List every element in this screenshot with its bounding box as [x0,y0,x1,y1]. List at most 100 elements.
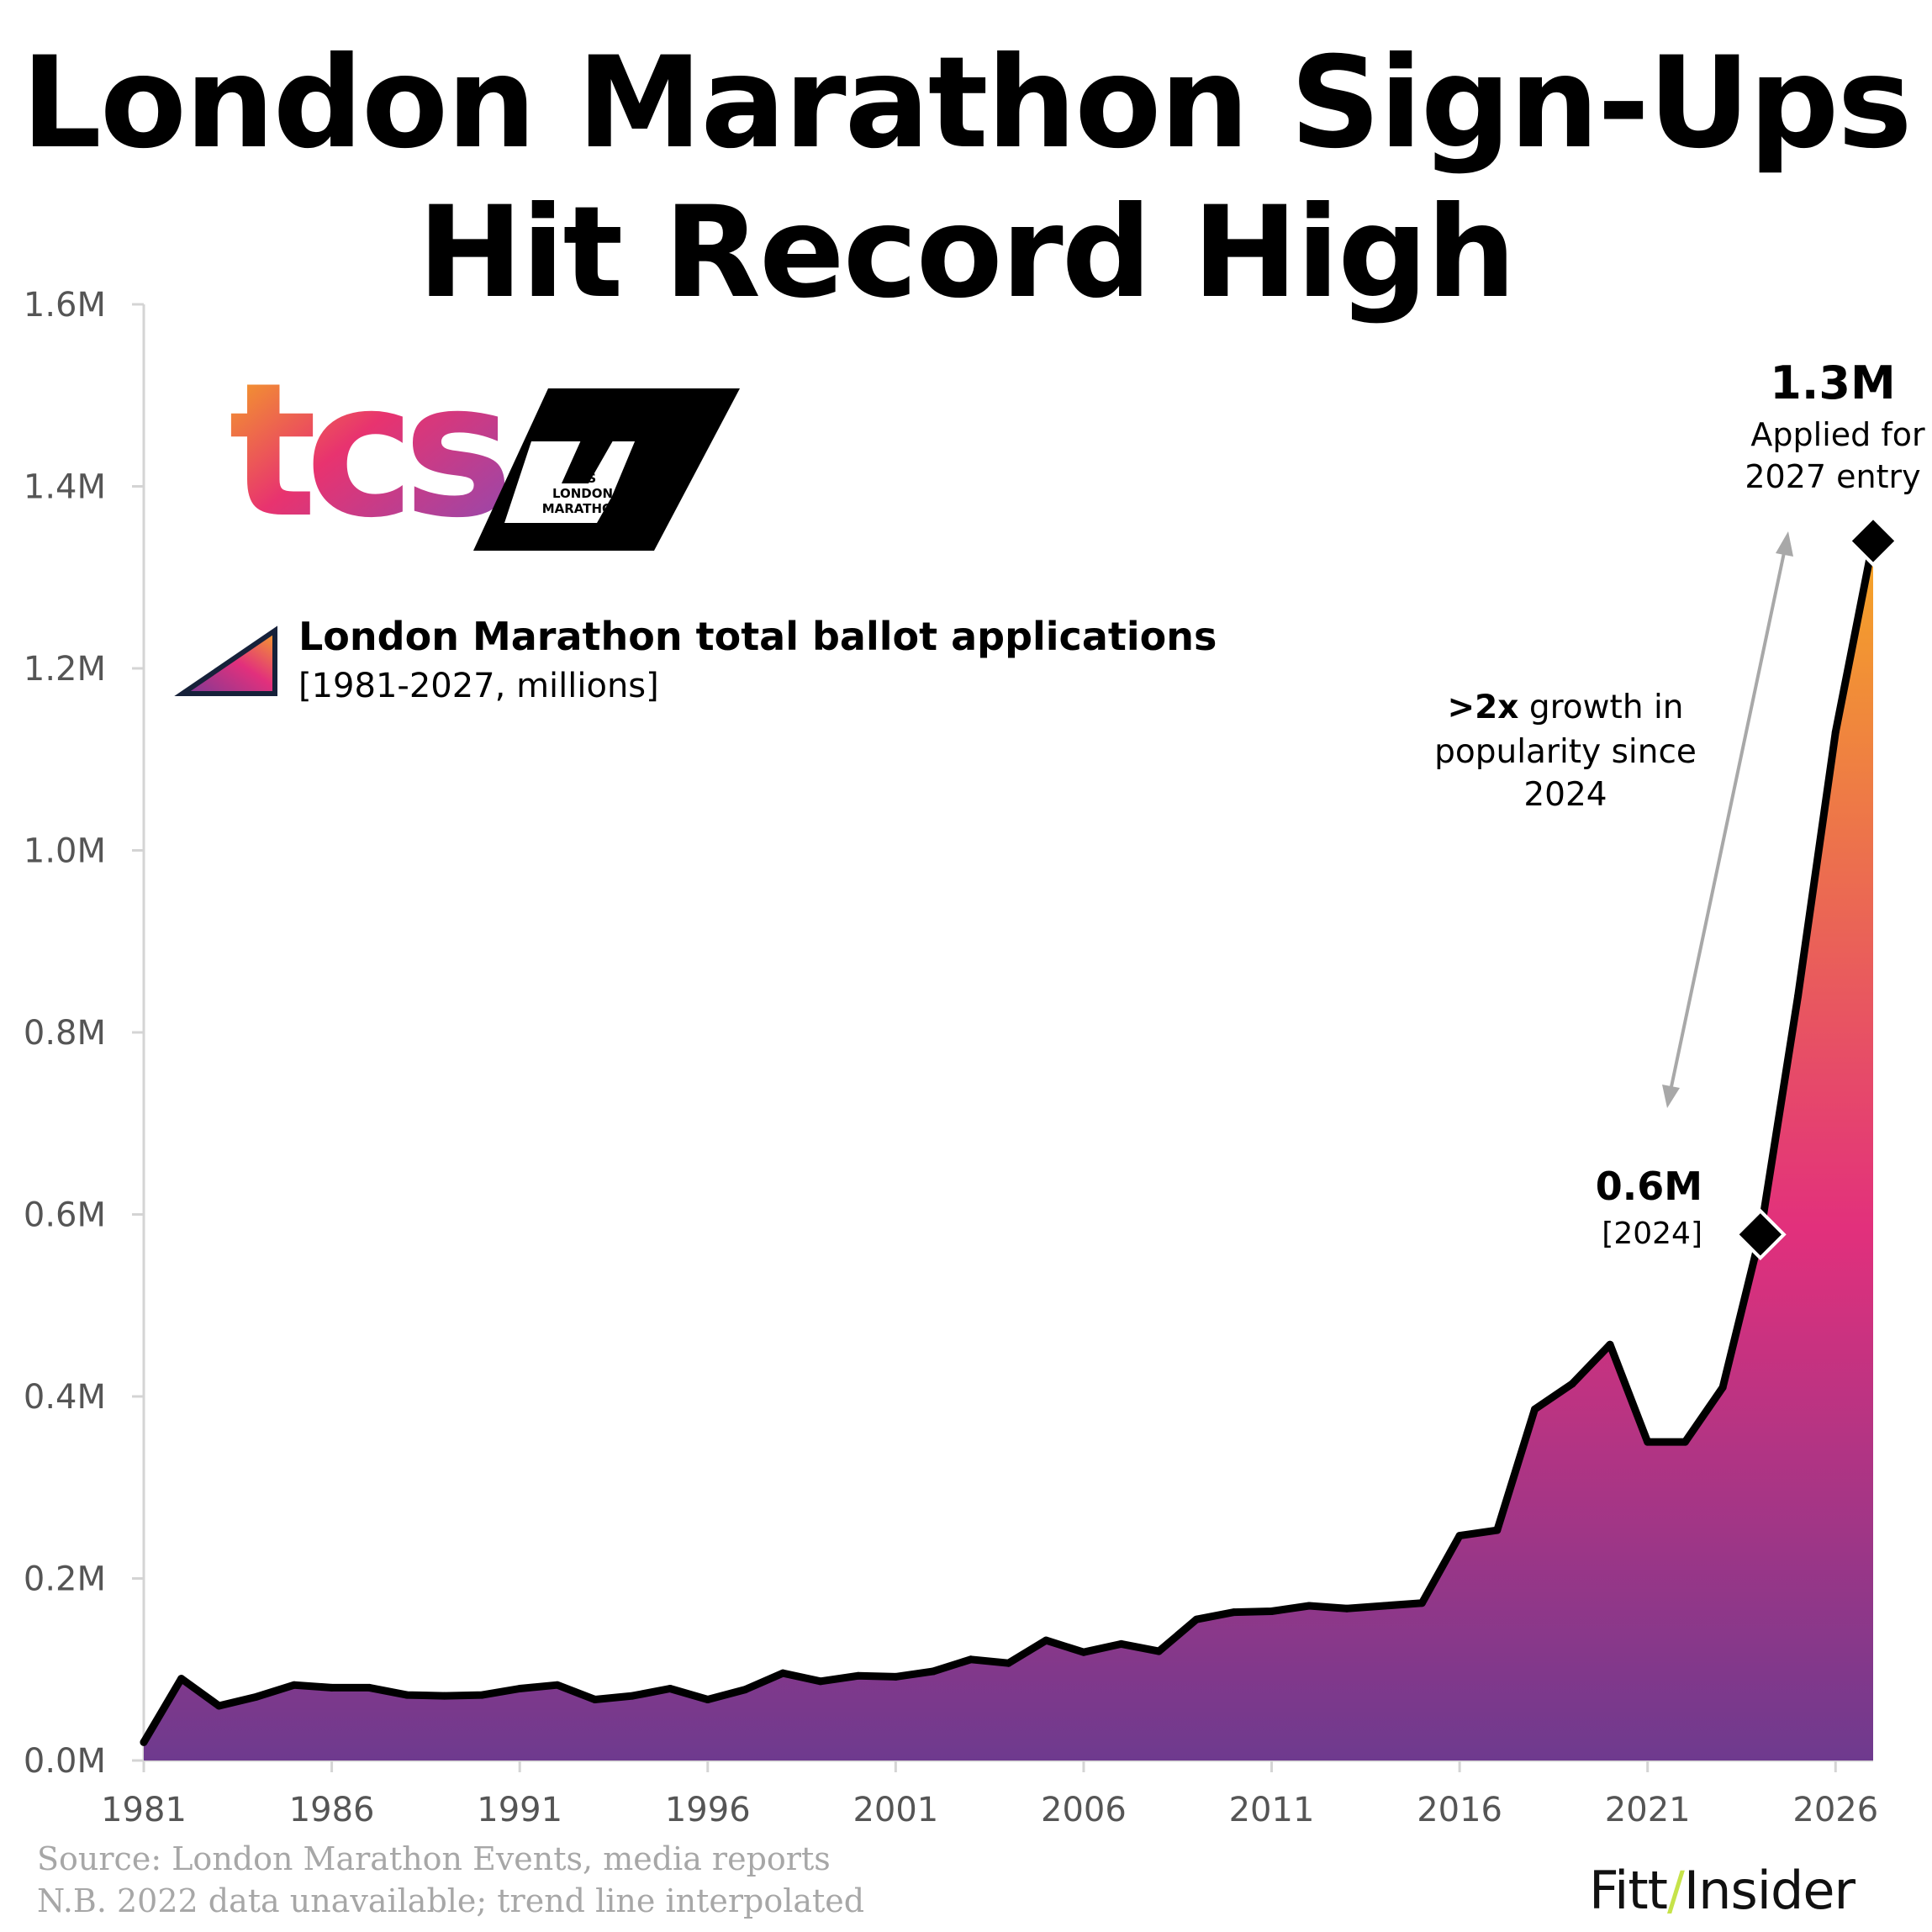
chart-title-line-2: Hit Record High [417,180,1517,326]
data-point-2021 [1644,1438,1652,1446]
growth-caption-line-1: >2x growth in [1447,689,1683,726]
peak-caption-line-1: Applied for [1750,416,1925,453]
data-point-1994 [628,1692,636,1700]
data-point-1991 [515,1685,524,1692]
data-point-1984 [252,1692,261,1701]
chart-title-line-1: London Marathon Sign-Ups [21,30,1912,177]
x-tick-label: 2016 [1417,1791,1502,1829]
tcs-logo-text: tcs [229,343,505,558]
data-point-1987 [365,1683,373,1692]
growth-caption-line-2: popularity since [1434,733,1697,771]
data-point-2005 [1042,1636,1050,1644]
area-fill [144,541,1873,1760]
lm-logo-line-1: TCS [569,471,596,486]
x-tick-label: 2021 [1605,1791,1691,1829]
data-point-1999 [816,1677,825,1686]
brand-left: Fitt [1589,1860,1668,1921]
data-point-2019 [1568,1380,1576,1388]
london-marathon-logo: TCS LONDON MARATHON [473,388,740,551]
data-point-2008 [1154,1647,1163,1655]
data-point-2001 [891,1672,900,1681]
data-point-1981 [140,1738,148,1746]
x-tick-label: 1991 [477,1791,562,1829]
data-point-2004 [1005,1659,1012,1667]
growth-bold-text: >2x [1447,689,1518,726]
data-point-2016 [1455,1532,1464,1540]
x-tick-label: 1981 [101,1791,187,1829]
y-tick-label: 0.0M [24,1742,106,1781]
data-point-1996 [704,1696,712,1703]
legend-swatch-icon [174,626,277,696]
data-point-1985 [290,1681,298,1689]
nb-note: N.B. 2022 data unavailable; trend line i… [37,1882,865,1919]
data-point-1989 [441,1692,449,1700]
legend: London Marathon total ballot application… [174,614,1217,705]
y-tick-label: 0.6M [24,1196,106,1235]
brand-right: Insider [1683,1860,1855,1921]
marker-diamond-2027 [1847,515,1899,567]
data-point-1986 [328,1683,336,1692]
growth-arrow-icon [1662,531,1793,1108]
lm-logo-line-3: MARATHON [542,501,624,516]
data-point-2018 [1531,1405,1539,1413]
data-point-2017 [1493,1526,1502,1534]
x-tick-label: 1996 [665,1791,751,1829]
y-tick-label: 0.4M [24,1378,106,1417]
data-point-2020 [1606,1340,1614,1349]
legend-title: London Marathon total ballot application… [298,614,1217,659]
data-point-2025 [1794,992,1803,1000]
data-point-1993 [591,1696,599,1703]
mid-value-label: 0.6M [1596,1164,1702,1209]
x-axis-ticks: 1981 1986 1991 1996 2001 2006 2011 2016 2021 2026 [101,1759,1878,1829]
lm-logo-line-2: LONDON [552,486,613,501]
legend-subtitle: [1981-2027, millions] [298,667,659,705]
data-point-2010 [1230,1608,1238,1617]
y-tick-label: 1.2M [24,650,106,689]
data-point-1992 [553,1681,562,1689]
x-tick-label: 2001 [853,1791,938,1829]
data-point-2009 [1192,1615,1201,1623]
y-tick-label: 1.0M [24,832,106,871]
y-tick-label: 0.2M [24,1560,106,1599]
fitt-insider-logo: Fitt/Insider [1589,1865,1855,1917]
peak-caption-line-2: 2027 entry [1745,458,1920,495]
y-tick-label: 1.4M [24,468,106,507]
data-point-2012 [1305,1602,1313,1610]
growth-caption-line-3: 2024 [1523,776,1607,814]
y-tick-label: 1.6M [24,286,106,325]
data-point-1997 [742,1686,749,1694]
data-point-2013 [1343,1604,1351,1613]
marker-diamond-2024 [1734,1208,1787,1261]
tcs-logo: tcs [229,343,517,558]
data-point-1990 [478,1691,486,1699]
highlight-markers [1734,515,1899,1261]
data-point-2007 [1117,1639,1126,1648]
brand-slash: / [1667,1860,1685,1921]
data-point-2015 [1417,1599,1426,1607]
data-point-2023 [1718,1383,1727,1391]
data-point-1998 [779,1669,787,1677]
x-tick-label: 2011 [1229,1791,1315,1829]
x-tick-label: 2026 [1792,1791,1878,1829]
data-point-1982 [177,1675,186,1683]
data-point-2014 [1380,1602,1389,1610]
y-tick-label: 0.8M [24,1014,106,1053]
y-axis-ticks: 0.0M 0.2M 0.4M 0.6M 0.8M 1.0M 1.2M 1.4M 1.6M [24,286,144,1781]
x-tick-label: 1986 [289,1791,375,1829]
data-point-2003 [967,1655,975,1664]
data-point-2000 [854,1671,863,1680]
data-point-2011 [1268,1607,1275,1615]
data-point-1988 [403,1691,411,1699]
data-point-1995 [666,1685,674,1692]
source-note: Source: London Marathon Events, media re… [37,1840,831,1877]
peak-value-label: 1.3M [1770,356,1895,409]
x-tick-label: 2006 [1041,1791,1127,1829]
data-point-1983 [214,1702,223,1710]
growth-rest-text: growth in [1518,689,1683,726]
data-point-2002 [929,1667,937,1676]
data-point-2026 [1831,728,1840,736]
mid-year-label: [2024] [1602,1217,1702,1251]
data-points [140,537,1877,1746]
